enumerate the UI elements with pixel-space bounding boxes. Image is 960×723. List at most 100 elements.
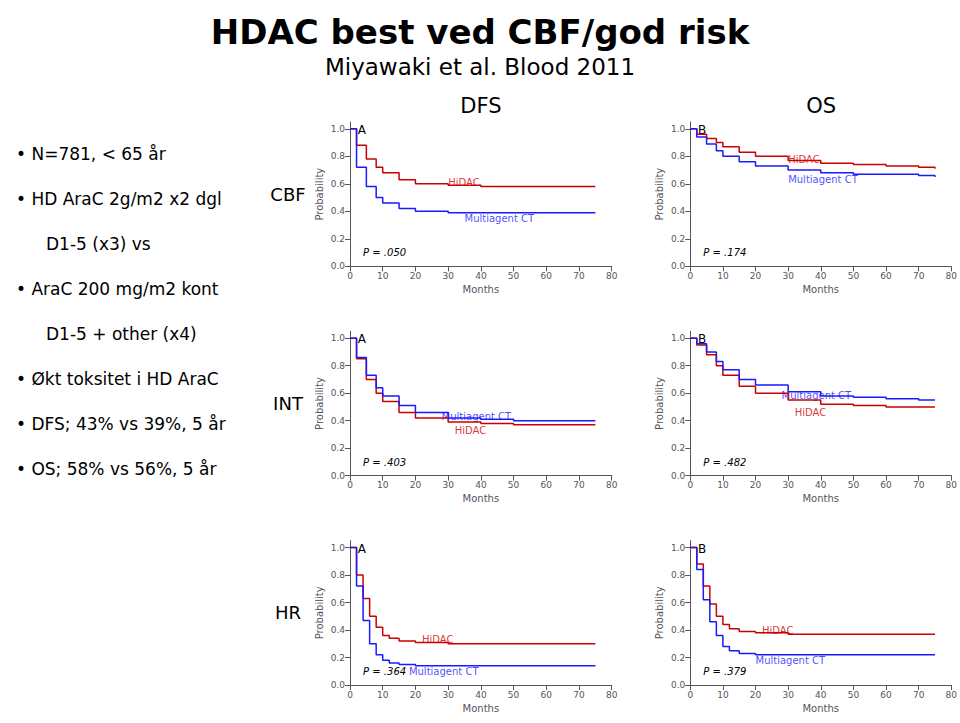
svg-text:0.8: 0.8 xyxy=(671,151,686,161)
svg-text:0.8: 0.8 xyxy=(331,151,346,161)
svg-text:0.2: 0.2 xyxy=(671,443,685,453)
svg-text:0.4: 0.4 xyxy=(671,625,686,635)
svg-text:CBF: CBF xyxy=(270,184,305,205)
svg-text:0.2: 0.2 xyxy=(671,653,685,663)
svg-text:0.4: 0.4 xyxy=(331,416,346,426)
svg-text:0.0: 0.0 xyxy=(331,261,346,271)
svg-text:Multiagent CT: Multiagent CT xyxy=(788,174,858,185)
svg-text:0.4: 0.4 xyxy=(331,206,346,216)
svg-text:Probability: Probability xyxy=(314,168,325,221)
svg-text:B: B xyxy=(698,542,706,556)
svg-text:40: 40 xyxy=(815,690,827,700)
svg-text:0.6: 0.6 xyxy=(331,179,346,189)
svg-text:50: 50 xyxy=(848,480,860,490)
svg-text:0.4: 0.4 xyxy=(331,625,346,635)
svg-text:0.4: 0.4 xyxy=(671,416,686,426)
svg-text:10: 10 xyxy=(717,271,729,281)
svg-text:60: 60 xyxy=(541,271,553,281)
svg-text:10: 10 xyxy=(377,271,389,281)
svg-text:20: 20 xyxy=(410,690,422,700)
svg-text:80: 80 xyxy=(946,271,958,281)
svg-text:1.0: 1.0 xyxy=(331,333,346,343)
svg-text:30: 30 xyxy=(442,690,454,700)
svg-text:Months: Months xyxy=(802,703,839,714)
svg-text:0.8: 0.8 xyxy=(671,361,686,371)
svg-text:0: 0 xyxy=(687,271,693,281)
svg-text:OS: OS xyxy=(806,94,836,118)
svg-text:70: 70 xyxy=(913,271,925,281)
svg-text:P = .050: P = .050 xyxy=(363,247,406,258)
svg-text:0: 0 xyxy=(687,480,693,490)
svg-text:HiDAC: HiDAC xyxy=(795,407,826,418)
svg-text:1.0: 1.0 xyxy=(671,543,686,553)
svg-text:10: 10 xyxy=(717,690,729,700)
svg-text:20: 20 xyxy=(750,690,762,700)
svg-text:Multiagent CT: Multiagent CT xyxy=(756,655,826,666)
svg-text:Months: Months xyxy=(802,493,839,504)
svg-text:60: 60 xyxy=(541,480,553,490)
svg-text:30: 30 xyxy=(782,480,794,490)
svg-text:80: 80 xyxy=(606,480,618,490)
svg-text:0.6: 0.6 xyxy=(331,388,346,398)
svg-text:30: 30 xyxy=(442,480,454,490)
svg-text:1.0: 1.0 xyxy=(671,124,686,134)
svg-text:60: 60 xyxy=(880,271,892,281)
svg-text:• N=781, < 65 år: • N=781, < 65 år xyxy=(16,144,166,164)
svg-text:HiDAC: HiDAC xyxy=(448,177,479,188)
svg-text:A: A xyxy=(358,123,367,137)
svg-text:40: 40 xyxy=(815,480,827,490)
svg-text:50: 50 xyxy=(848,271,860,281)
svg-text:10: 10 xyxy=(717,480,729,490)
svg-text:0.4: 0.4 xyxy=(671,206,686,216)
svg-text:0.6: 0.6 xyxy=(671,388,686,398)
svg-text:80: 80 xyxy=(946,690,958,700)
svg-text:Probability: Probability xyxy=(314,377,325,430)
svg-text:0.8: 0.8 xyxy=(671,570,686,580)
svg-text:• Økt toksitet i HD AraC: • Økt toksitet i HD AraC xyxy=(16,369,219,389)
svg-text:0.6: 0.6 xyxy=(671,598,686,608)
svg-text:70: 70 xyxy=(573,690,585,700)
svg-text:30: 30 xyxy=(442,271,454,281)
svg-text:40: 40 xyxy=(475,271,487,281)
svg-text:Probability: Probability xyxy=(654,377,665,430)
svg-text:20: 20 xyxy=(410,271,422,281)
svg-text:P = .174: P = .174 xyxy=(703,247,746,258)
svg-text:50: 50 xyxy=(508,271,520,281)
svg-text:40: 40 xyxy=(475,690,487,700)
svg-text:Probability: Probability xyxy=(314,586,325,639)
svg-text:0.2: 0.2 xyxy=(671,234,685,244)
svg-text:40: 40 xyxy=(815,271,827,281)
svg-text:Probability: Probability xyxy=(654,586,665,639)
svg-text:0.0: 0.0 xyxy=(671,261,686,271)
svg-text:0.8: 0.8 xyxy=(331,570,346,580)
svg-text:40: 40 xyxy=(475,480,487,490)
svg-text:P = .482: P = .482 xyxy=(703,457,746,468)
svg-text:Multiagent CT: Multiagent CT xyxy=(442,411,512,422)
svg-text:80: 80 xyxy=(606,690,618,700)
svg-text:P = .364: P = .364 xyxy=(363,666,406,677)
svg-text:Miyawaki et al. Blood 2011: Miyawaki et al. Blood 2011 xyxy=(325,54,635,80)
svg-text:HiDAC: HiDAC xyxy=(455,425,486,436)
svg-text:60: 60 xyxy=(880,480,892,490)
svg-text:70: 70 xyxy=(573,480,585,490)
svg-text:HR: HR xyxy=(275,602,301,623)
svg-text:0.0: 0.0 xyxy=(671,471,686,481)
svg-text:10: 10 xyxy=(377,480,389,490)
svg-text:• HD AraC 2g/m2 x2 dgl: • HD AraC 2g/m2 x2 dgl xyxy=(16,189,222,209)
svg-text:20: 20 xyxy=(410,480,422,490)
svg-text:0.0: 0.0 xyxy=(331,471,346,481)
svg-text:60: 60 xyxy=(541,690,553,700)
svg-text:Months: Months xyxy=(463,703,500,714)
svg-text:P = .403: P = .403 xyxy=(363,457,406,468)
svg-text:DFS: DFS xyxy=(460,94,501,118)
svg-text:D1-5 (x3) vs: D1-5 (x3) vs xyxy=(46,234,151,254)
svg-text:Months: Months xyxy=(463,284,500,295)
svg-text:Months: Months xyxy=(463,493,500,504)
svg-text:0.6: 0.6 xyxy=(671,179,686,189)
svg-text:70: 70 xyxy=(913,480,925,490)
svg-text:INT: INT xyxy=(273,393,304,414)
svg-text:P = .379: P = .379 xyxy=(703,666,746,677)
svg-text:1.0: 1.0 xyxy=(671,333,686,343)
svg-text:0.8: 0.8 xyxy=(331,361,346,371)
svg-text:Probability: Probability xyxy=(654,168,665,221)
